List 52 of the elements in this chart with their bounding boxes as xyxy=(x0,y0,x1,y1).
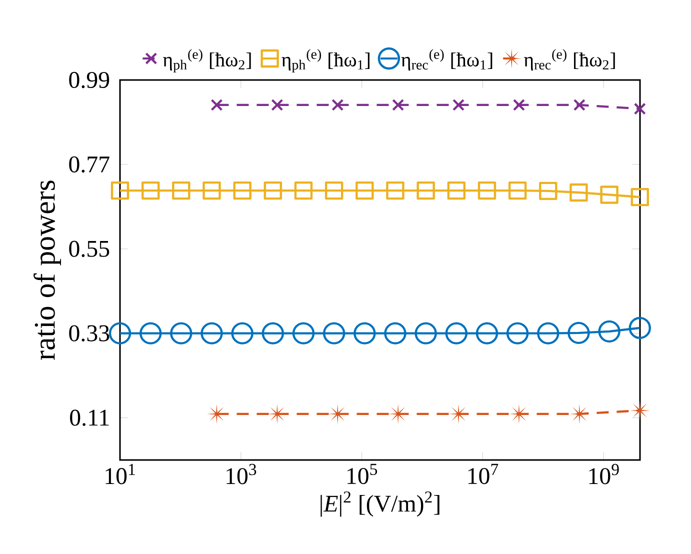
y-axis-title: ratio of powers xyxy=(34,180,61,360)
point xyxy=(108,322,132,344)
point xyxy=(476,322,498,344)
point xyxy=(600,186,618,204)
y-tick-label: 0.99 xyxy=(69,72,110,88)
point xyxy=(447,181,466,200)
legend-label: η$_{rec}$$^{(e)}$ [ħω$_{1}$] xyxy=(401,49,492,71)
point xyxy=(506,322,529,344)
point xyxy=(414,322,437,344)
legend-label: η$_{ph}$$^{(e)}$ [ħω$_{1}$] xyxy=(282,49,370,72)
y-tick-label: 0.55 xyxy=(69,240,110,258)
point xyxy=(110,181,130,200)
x-tick-label: 10$^{1}$ xyxy=(106,464,135,484)
point xyxy=(324,181,344,200)
point xyxy=(294,181,313,200)
point xyxy=(508,181,527,200)
legend-label: η$_{rec}$$^{(e)}$ [ħω$_{2}$] xyxy=(524,49,615,71)
point xyxy=(630,188,649,206)
point xyxy=(231,322,254,344)
point xyxy=(356,181,374,200)
point xyxy=(142,181,160,200)
point xyxy=(264,181,282,200)
point xyxy=(170,322,192,344)
point xyxy=(384,322,406,344)
point xyxy=(292,322,315,344)
point xyxy=(537,322,560,344)
x-axis-title: |E|$^{2}$ [(V/m)$^{2}$] xyxy=(320,491,440,517)
x-tick-label: 10$^{7}$ xyxy=(468,464,498,484)
point xyxy=(570,183,588,202)
x-tick-label: 10$^{3}$ xyxy=(226,464,256,484)
point xyxy=(539,182,558,200)
y-tick-label: 0.11 xyxy=(70,410,109,426)
point xyxy=(262,322,284,344)
point xyxy=(202,181,221,200)
point xyxy=(322,322,346,344)
point xyxy=(416,181,435,200)
point xyxy=(445,322,468,344)
point xyxy=(598,320,620,343)
point xyxy=(172,181,190,200)
point xyxy=(568,322,590,344)
point xyxy=(233,181,252,200)
point xyxy=(386,181,404,200)
y-tick-label: 0.77 xyxy=(69,156,110,173)
x-tick-label: 10$^{5}$ xyxy=(348,464,378,484)
point xyxy=(200,322,223,344)
x-tick-label: 10$^{9}$ xyxy=(589,464,619,484)
point xyxy=(354,322,376,344)
point xyxy=(628,316,651,340)
point xyxy=(478,181,496,200)
y-tick-label: 0.33 xyxy=(69,325,110,342)
point xyxy=(140,322,162,344)
legend-label: η$_{ph}$$^{(e)}$ [ħω$_{2}$] xyxy=(162,49,251,72)
